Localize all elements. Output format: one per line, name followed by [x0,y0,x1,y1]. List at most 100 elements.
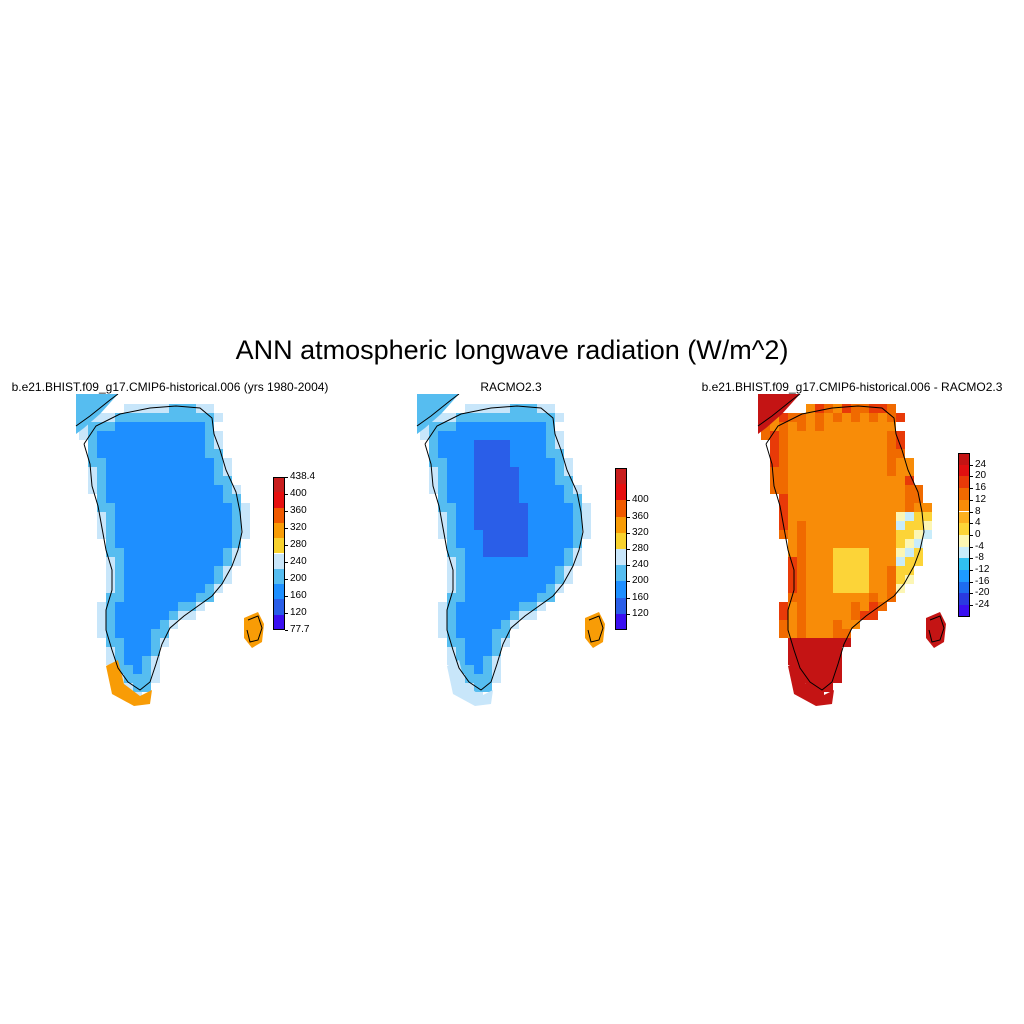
grid-cell [115,629,124,638]
grid-cell [223,467,232,476]
grid-cell [815,530,824,539]
grid-cell [501,611,510,620]
grid-cell [842,575,851,584]
grid-cell [474,566,483,575]
grid-cell [438,413,447,422]
grid-cell [851,440,860,449]
grid-cell [106,602,115,611]
colorbar-label: 280 [290,539,307,550]
grid-cell [887,440,896,449]
grid-cell [474,458,483,467]
grid-cell [447,584,456,593]
grid-cell [456,602,465,611]
grid-cell [492,440,501,449]
grid-cell [905,512,914,521]
grid-cell [187,458,196,467]
grid-cell [546,476,555,485]
grid-cell [178,494,187,503]
grid-cell [196,584,205,593]
grid-cell [842,557,851,566]
grid-cell [151,593,160,602]
grid-cell [806,611,815,620]
grid-cell [106,539,115,548]
grid-cell [564,485,573,494]
grid-cell [97,458,106,467]
colorbar-label: 160 [632,591,649,603]
grid-cell [429,485,438,494]
grid-cell [878,458,887,467]
grid-cell [232,512,241,521]
grid-cell [133,593,142,602]
colorbar-tick [970,593,973,595]
grid-cell [573,494,582,503]
grid-cell [806,458,815,467]
grid-cell [528,494,537,503]
grid-cell [779,449,788,458]
grid-cell [501,629,510,638]
grid-cell [564,539,573,548]
ellesmere-coastline [757,394,801,427]
grid-cell [133,629,142,638]
grid-cell [205,449,214,458]
grid-cell [501,440,510,449]
grid-cell [528,512,537,521]
grid-cell [860,404,869,413]
grid-cell [528,539,537,548]
grid-cell [178,485,187,494]
grid-cell [474,593,483,602]
ellesmere-island [76,394,118,434]
grid-cell [537,593,546,602]
grid-cell [151,674,160,683]
grid-cell [851,575,860,584]
grid-cell [205,404,214,413]
grid-cell [824,512,833,521]
grid-cell [788,503,797,512]
grid-cell [142,620,151,629]
grid-cell [178,458,187,467]
grid-cell [788,620,797,629]
grid-cell [223,458,232,467]
grid-cell [887,431,896,440]
grid-cell [492,422,501,431]
grid-cell [160,458,169,467]
grid-cell [833,422,842,431]
colorbar-label: 120 [290,607,307,618]
grid-cell [483,638,492,647]
grid-cell [133,683,142,692]
grid-cell [160,557,169,566]
grid-cell [860,485,869,494]
grid-cell [124,449,133,458]
grid-cell [905,485,914,494]
grid-cell [887,494,896,503]
grid-cell [160,440,169,449]
grid-cell [187,566,196,575]
grid-cell [905,539,914,548]
colorbar-segment [273,477,285,493]
colorbar-segment [958,453,970,465]
grid-cell [815,629,824,638]
grid-cell [824,413,833,422]
grid-cell [115,413,124,422]
grid-cell [151,530,160,539]
grid-cell [555,503,564,512]
grid-cell [797,620,806,629]
grid-cell [851,557,860,566]
grid-cell [124,485,133,494]
grid-cell [797,566,806,575]
grid-cell [878,575,887,584]
grid-cell [88,449,97,458]
grid-cell [528,476,537,485]
colorbar-tick [285,562,288,563]
grid-cell [501,494,510,503]
grid-cell [232,485,241,494]
grid-cell [815,602,824,611]
grid-cell [833,521,842,530]
grid-cell [106,485,115,494]
grid-cell [501,557,510,566]
grid-cell [501,575,510,584]
grid-cell [537,575,546,584]
grid-cell [842,422,851,431]
grid-cell [178,404,187,413]
grid-cell [241,512,250,521]
grid-cell [465,512,474,521]
